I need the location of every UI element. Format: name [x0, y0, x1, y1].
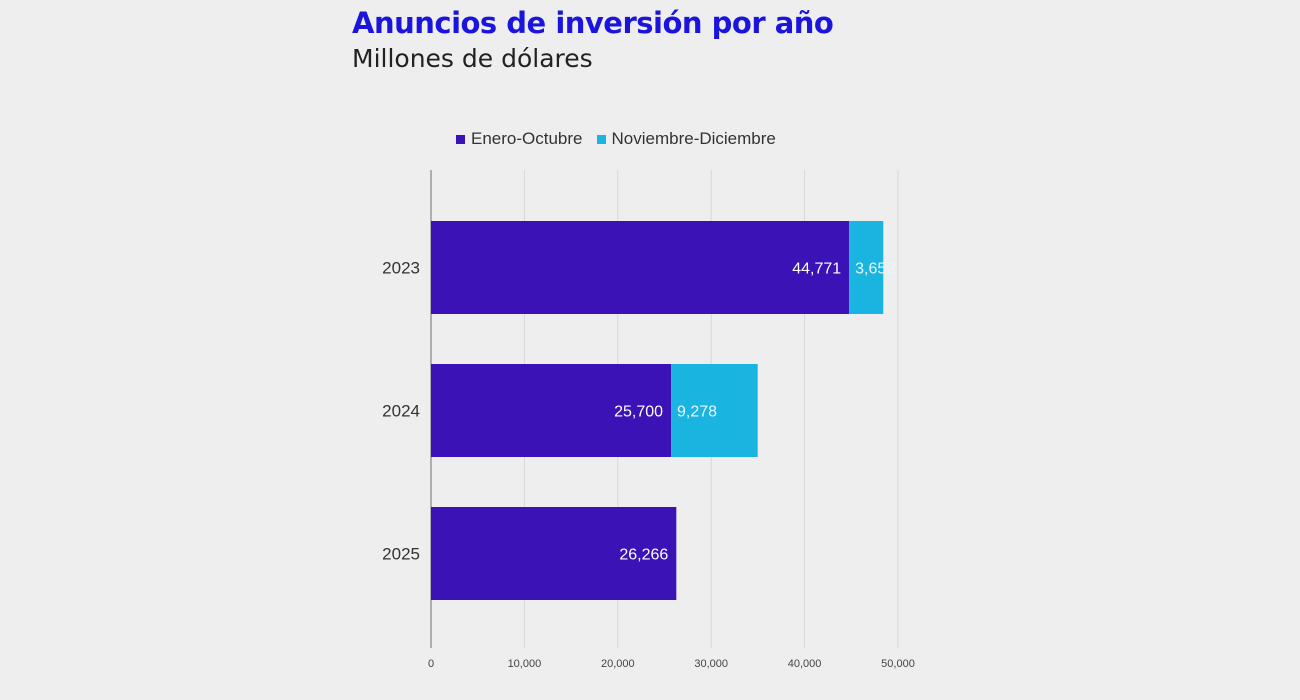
legend-label: Noviembre-Diciembre	[611, 129, 776, 148]
legend-item-noviembre-diciembre: Noviembre-Diciembre	[596, 129, 776, 149]
legend-item-enero-octubre: Enero-Octubre	[456, 129, 583, 149]
data-label: 44,771	[792, 261, 841, 278]
bar-2023-1	[849, 221, 884, 314]
x-tick-label: 50,000	[881, 658, 915, 670]
data-label: 26,266	[619, 547, 668, 564]
y-category-label: 2025	[382, 545, 420, 564]
legend-label: Enero-Octubre	[471, 129, 583, 148]
chart-title: Anuncios de inversión por año	[352, 6, 834, 40]
data-label: 25,700	[614, 404, 663, 421]
legend-swatch	[456, 134, 465, 144]
data-label: 3,652	[855, 261, 895, 278]
chart-subtitle: Millones de dólares	[352, 44, 593, 73]
y-category-label: 2024	[382, 402, 420, 421]
bar-2024-1	[671, 364, 758, 457]
y-category-label: 2023	[382, 259, 420, 278]
x-tick-label: 30,000	[694, 658, 728, 670]
legend: Enero-Octubre Noviembre-Diciembre	[456, 129, 776, 149]
x-tick-label: 20,000	[601, 658, 635, 670]
data-label: 9,278	[677, 404, 717, 421]
bar-2025-0	[431, 507, 677, 600]
x-tick-label: 10,000	[508, 658, 542, 670]
x-tick-label: 0	[428, 658, 434, 670]
x-tick-label: 40,000	[788, 658, 822, 670]
legend-swatch	[596, 134, 606, 144]
bar-2023-0	[431, 221, 850, 314]
bar-2024-0	[431, 364, 672, 457]
